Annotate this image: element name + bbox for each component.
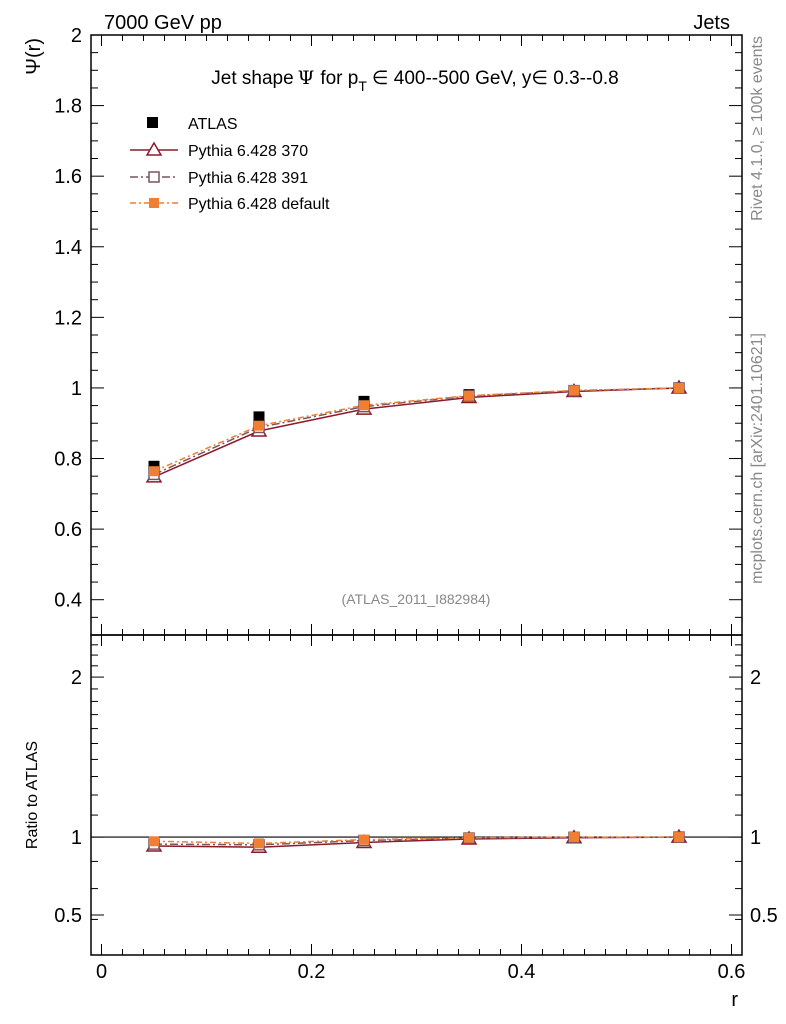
- ratio-y-tick-label-right: 0.5: [750, 905, 778, 927]
- category-label: Jets: [693, 12, 730, 34]
- title-mid: for p: [320, 68, 358, 89]
- ratio-y-tick-label: 1: [71, 827, 82, 849]
- legend-marker-py391: [148, 171, 160, 183]
- ratio-panel-frame: [90, 634, 743, 956]
- main-y-tick-label: 0.4: [54, 590, 82, 612]
- x-tick-label: 0: [96, 961, 107, 983]
- legend-marker-pydefault: [149, 198, 159, 208]
- ratio-y-tick-label-right: 2: [750, 667, 761, 689]
- title-sub: T: [358, 78, 367, 94]
- x-tick-label: 0.4: [508, 961, 536, 983]
- legend-label-py370: Pythia 6.428 370: [188, 143, 308, 160]
- ratio-point-pydefault: [359, 834, 369, 845]
- ratio-point-pydefault: [569, 832, 579, 843]
- main-y-tick-label: 0.6: [54, 519, 82, 541]
- main-point-pydefault: [149, 466, 159, 477]
- legend-label-atlas: ATLAS: [188, 116, 238, 133]
- title-prefix: Jet shape: [211, 68, 293, 89]
- main-point-pydefault: [254, 420, 264, 431]
- main-y-tick-label: 1.2: [54, 307, 82, 329]
- main-y-tick-label: 1.6: [54, 166, 82, 188]
- ratio-y-tick-label: 0.5: [54, 905, 82, 927]
- main-y-tick-label: 0.8: [54, 449, 82, 471]
- main-line-pydefault: [153, 387, 680, 472]
- main-y-tick-label: 2: [71, 25, 82, 47]
- ratio-point-pydefault: [149, 836, 159, 847]
- rivet-label: Rivet 4.1.0, ≥ 100k events: [749, 36, 766, 221]
- main-point-pydefault: [464, 390, 474, 401]
- legend-label-pydefault: Pythia 6.428 default: [188, 196, 330, 213]
- mcplots-label: mcplots.cern.ch [arXiv:2401.10621]: [749, 333, 766, 584]
- legend-label-py391: Pythia 6.428 391: [188, 170, 308, 187]
- title-psi: Ψ: [298, 67, 315, 89]
- main-y-tick-label: 1.8: [54, 96, 82, 118]
- main-axes: 0.4 0.6 0.8 1 1.2 1.4 1.6 1.8 2: [54, 25, 742, 635]
- x-axis-label: r: [731, 989, 738, 1011]
- legend-marker-atlas: [147, 117, 158, 128]
- ratio-point-pydefault: [254, 838, 264, 849]
- main-ylabel: Ψ(r): [23, 38, 45, 75]
- main-line-py391: [153, 387, 680, 476]
- ratio-line-pydefault: [153, 836, 679, 845]
- main-point-pydefault: [569, 385, 579, 396]
- ratio-y-tick-label: 2: [71, 667, 82, 689]
- main-y-tick-label: 1.4: [54, 237, 82, 259]
- analysis-watermark: (ATLAS_2011_I882984): [342, 591, 491, 607]
- x-tick-label: 0.2: [298, 961, 326, 983]
- ratio-series: [145, 828, 688, 853]
- legend: ATLAS Pythia 6.428 370 Pythia 6.428 391 …: [130, 116, 330, 213]
- main-point-pydefault: [674, 382, 684, 393]
- main-series: [145, 379, 688, 483]
- title-rest: ∈ 400--500 GeV, y∈ 0.3--0.8: [372, 68, 619, 89]
- x-tick-label: 0.6: [718, 961, 746, 983]
- ratio-point-pydefault: [464, 832, 474, 843]
- legend-marker-py370: [145, 141, 163, 156]
- ratio-point-pydefault: [674, 832, 684, 843]
- main-point-atlas: [253, 411, 265, 423]
- main-point-pydefault: [359, 400, 369, 411]
- main-y-tick-label: 1: [71, 378, 82, 400]
- ratio-axes: 0 0.2 0.4 0.6 0.5 0.5 1 1 2 2: [54, 635, 778, 983]
- energy-label: 7000 GeV pp: [104, 12, 222, 34]
- ratio-ylabel: Ratio to ATLAS: [24, 741, 41, 849]
- ratio-y-tick-label-right: 1: [750, 827, 761, 849]
